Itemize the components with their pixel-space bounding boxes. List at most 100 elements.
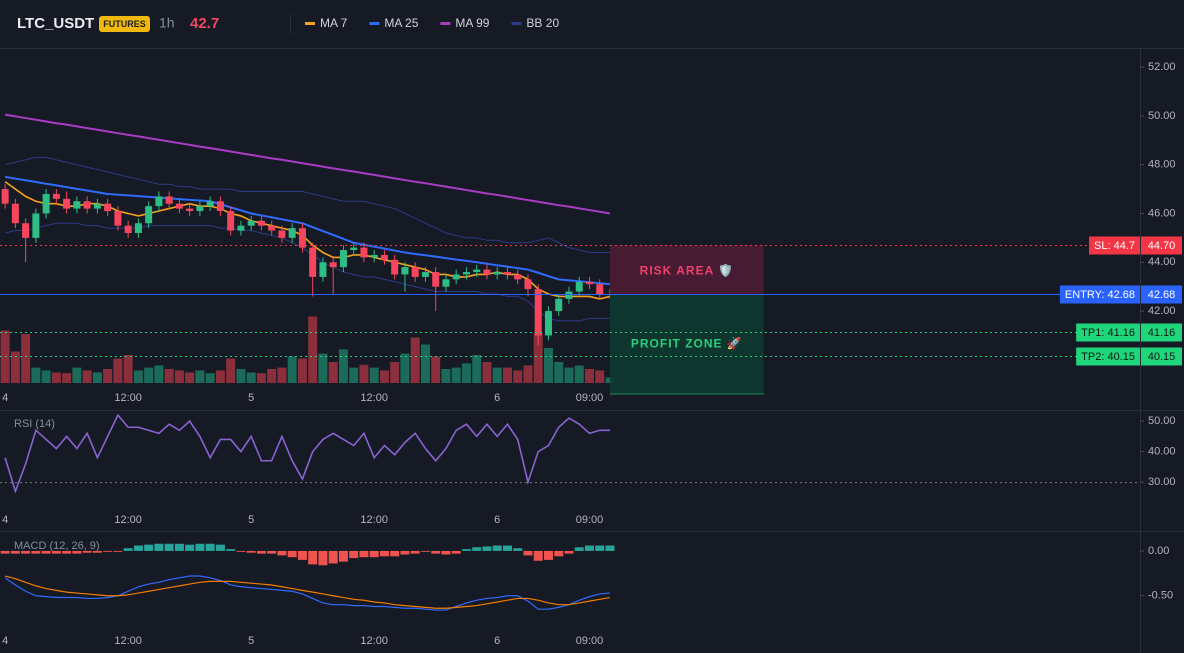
symbol: LTC_USDT <box>17 15 94 32</box>
macd-histogram <box>226 549 236 551</box>
macd-histogram <box>492 545 502 551</box>
volume-bar <box>318 353 328 383</box>
candle-body <box>268 225 276 231</box>
volume-bar <box>328 362 338 383</box>
candle-body <box>432 272 440 287</box>
volume-bar <box>133 370 143 383</box>
candle-body <box>145 206 153 224</box>
candle-body <box>544 311 552 336</box>
candle-body <box>22 223 30 238</box>
macd-histogram <box>533 550 543 561</box>
volume-bar <box>10 351 20 383</box>
level-value-bg <box>1141 347 1182 366</box>
macd-histogram <box>441 550 451 555</box>
volume-bar <box>564 367 574 383</box>
x-tick-label: 12:00 <box>360 392 388 404</box>
macd-histogram <box>431 550 441 554</box>
candle-body <box>462 272 470 275</box>
zone-label: PROFIT ZONE 🚀 <box>631 337 743 351</box>
macd-histogram <box>185 544 195 551</box>
volume-bar <box>451 367 461 383</box>
x-tick-label: 6 <box>494 635 500 647</box>
volume-bar <box>287 356 297 383</box>
volume-bar <box>482 362 492 383</box>
candle-body <box>391 259 399 275</box>
candle-body <box>473 269 481 273</box>
zone <box>609 245 764 295</box>
candle-body <box>565 291 573 299</box>
rsi-line <box>4 413 610 494</box>
macd-histogram <box>174 543 184 551</box>
macd-histogram <box>103 550 113 552</box>
y-tick-label: -0.50 <box>1148 590 1173 602</box>
volume-bar <box>441 369 451 383</box>
volume-bar <box>492 367 502 383</box>
macd-histogram <box>51 550 61 554</box>
x-tick-label: 09:00 <box>576 635 604 647</box>
x-tick-label: 09:00 <box>576 514 604 526</box>
volume-bar <box>543 348 553 383</box>
macd-histogram <box>595 545 605 551</box>
zone <box>609 294 764 395</box>
level-name-bg <box>1059 285 1140 304</box>
moving-average <box>4 175 611 286</box>
x-tick-label: 4 <box>2 514 8 526</box>
candle-body <box>227 211 235 231</box>
macd-histogram <box>62 550 72 554</box>
volume-bar <box>174 370 184 383</box>
volume-bar <box>390 362 400 383</box>
y-tick-label: 52.00 <box>1148 61 1176 73</box>
candle-body <box>278 230 286 238</box>
macd-histogram <box>584 545 594 551</box>
volume-bar <box>92 372 102 383</box>
volume-bar <box>123 355 133 383</box>
macd-histogram <box>144 544 154 551</box>
candle-body <box>93 203 101 209</box>
volume-bar <box>584 369 594 383</box>
macd-histogram <box>369 550 379 558</box>
volume-bar <box>21 334 31 383</box>
candle-body <box>360 247 368 258</box>
volume-bar <box>236 369 246 383</box>
volume-bar <box>103 369 113 383</box>
macd-histogram <box>10 550 20 554</box>
macd-histogram <box>297 550 307 560</box>
candle-body <box>63 198 71 209</box>
macd-histogram <box>31 550 41 554</box>
macd-histogram <box>543 550 553 560</box>
volume-bar <box>533 332 543 383</box>
macd-histogram <box>205 543 215 551</box>
candle-body <box>421 272 429 277</box>
candle-body <box>483 269 491 275</box>
volume-bar <box>308 316 318 383</box>
legend-label: MA 25 <box>384 16 418 30</box>
candle-body <box>216 201 224 212</box>
x-tick-label: 09:00 <box>576 392 604 404</box>
volume-bar <box>502 367 512 383</box>
candle-body <box>309 247 317 277</box>
volume-bar <box>226 358 236 383</box>
x-tick-label: 5 <box>248 392 254 404</box>
candle-body <box>11 203 19 224</box>
moving-average <box>4 113 611 215</box>
y-tick-label: 46.00 <box>1148 207 1176 219</box>
x-tick-label: 12:00 <box>360 635 388 647</box>
interval: 1h <box>159 15 175 31</box>
volume-bar <box>400 353 410 383</box>
candle-body <box>534 289 542 336</box>
y-tick-label: 30.00 <box>1148 476 1176 488</box>
volume-bar <box>82 370 92 383</box>
x-tick-label: 12:00 <box>114 392 142 404</box>
candle-body <box>83 201 91 209</box>
level-value-bg <box>1141 236 1182 255</box>
volume-bar <box>369 367 379 383</box>
volume-bar <box>338 349 348 383</box>
volume-bar <box>349 367 359 383</box>
macd-histogram <box>41 550 51 554</box>
volume-bar <box>277 367 287 383</box>
candle-body <box>514 274 522 280</box>
candle-body <box>524 279 532 290</box>
volume-bar <box>595 370 605 383</box>
